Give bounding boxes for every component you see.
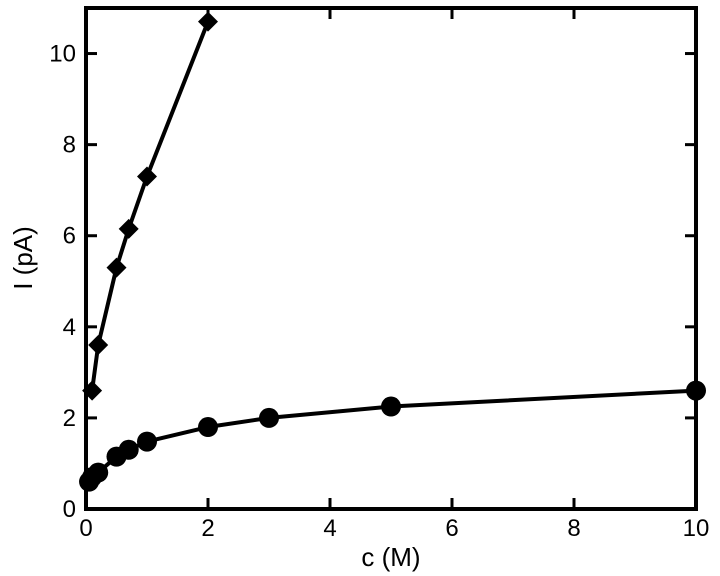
y-axis-title: I (pA) — [8, 226, 38, 290]
y-tick-label: 6 — [63, 223, 76, 250]
data-point-circle — [259, 407, 279, 428]
tick-labels: 0 2 4 6 8 10 0 2 4 6 8 10 — [49, 41, 709, 542]
x-tick-label: 8 — [567, 515, 580, 542]
x-tick-label: 4 — [323, 515, 336, 542]
data-point-circle — [381, 396, 401, 417]
data-point-diamond — [106, 257, 127, 278]
data-point-circle — [118, 439, 139, 460]
x-tick-label: 0 — [79, 515, 92, 542]
x-tick-label: 10 — [683, 515, 710, 542]
data-point-circle — [88, 462, 109, 483]
y-tick-label: 0 — [63, 496, 76, 523]
x-tick-label: 6 — [445, 515, 458, 542]
y-tick-label: 10 — [49, 41, 76, 68]
data-point-diamond — [118, 218, 139, 239]
data-point-diamond — [198, 11, 218, 32]
series-line-diamond — [90, 20, 210, 391]
y-tick-label: 8 — [63, 132, 76, 159]
x-axis-title: c (M) — [361, 542, 420, 572]
y-tick-label: 2 — [63, 405, 76, 432]
x-tick-label: 2 — [201, 515, 214, 542]
y-tick-label: 4 — [63, 314, 76, 341]
data-point-circle — [137, 431, 157, 452]
series — [79, 11, 706, 492]
data-point-diamond — [88, 335, 109, 356]
data-point-circle — [198, 417, 218, 438]
data-point-diamond — [137, 166, 157, 187]
plot-frame — [84, 6, 698, 511]
